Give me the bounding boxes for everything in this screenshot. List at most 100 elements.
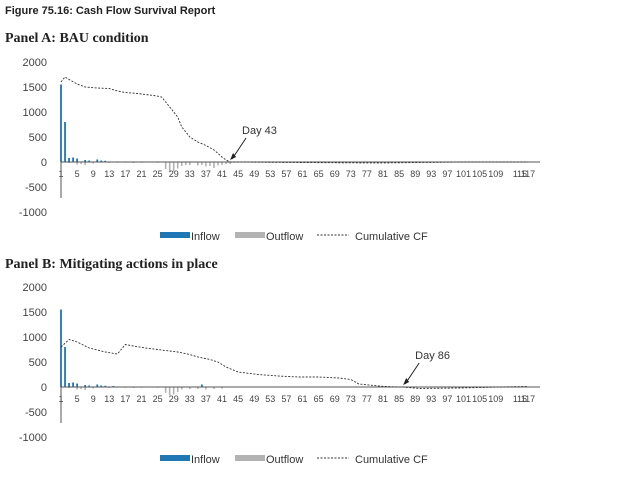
outflow-bar [76,387,78,390]
x-tick-label: 17 [120,169,130,179]
x-tick-label: 17 [120,394,130,404]
y-tick-label: -500 [25,182,47,194]
inflow-bar [64,122,66,162]
outflow-bar [84,387,86,390]
x-tick-label: 65 [314,394,324,404]
x-tick-label: 45 [233,394,243,404]
annotation-arrow-head [403,378,410,385]
x-tick-label: 13 [104,394,114,404]
x-tick-label: 89 [410,169,420,179]
x-tick-label: 25 [153,169,163,179]
panel-a-chart: 2000 1500 1000 500 0 -500 -1000 1 5 9 13 17 21 25 29 33… [19,57,540,219]
x-tick-label: 41 [217,169,227,179]
y-tick-label: 2000 [23,57,47,69]
x-tick-label: 101 [456,169,471,179]
legend-inflow-label: Inflow [191,231,220,243]
x-tick-label: 25 [153,394,163,404]
x-tick-label: 37 [201,169,211,179]
legend-outflow-swatch [235,232,265,238]
inflow-bar [68,158,70,162]
inflow-bar [200,384,203,387]
outflow-bar [221,162,223,165]
x-tick-label: 97 [442,169,452,179]
outflow-bar [225,162,227,164]
y-tick-label: 1000 [23,332,47,344]
outflow-bar [205,387,207,390]
y-tick-label: 500 [29,357,47,369]
legend-outflow-label: Outflow [266,231,303,243]
legend-inflow-swatch [160,232,190,238]
outflow-bar [180,387,183,390]
outflow-bar [164,162,167,169]
inflow-bar [96,159,99,162]
inflow-bar [100,160,103,162]
y-tick-label: 1500 [23,82,47,94]
legend-cumulative-label: Cumulative CF [355,454,428,466]
annotation-label: Day 86 [415,350,450,362]
x-tick-label: 61 [298,169,308,179]
x-tick-label: 115 [513,169,527,179]
outflow-bar [176,387,179,392]
outflow-bar [80,162,82,164]
inflow-bar [64,347,66,387]
x-tick-label: 1 [58,169,63,179]
x-tick-label: 57 [281,169,291,179]
y-tick-label: 2000 [23,282,47,294]
outflow-bar [197,162,199,166]
x-tick-label: 105 [472,169,487,179]
outflow-bar [189,162,191,165]
x-tick-label: 73 [346,169,356,179]
legend-inflow-swatch [160,455,190,461]
x-tick-label: 85 [394,169,404,179]
x-tick-label: 33 [185,394,195,404]
panel-b-legend: Inflow Outflow Cumulative CF [160,454,428,466]
x-tick-label: 53 [265,394,275,404]
outflow-bar [217,162,219,166]
x-tick-label: 109 [488,169,503,179]
inflow-bar [84,160,87,162]
panel-a-title: Panel A: BAU condition [5,31,149,46]
figure-title: Figure 75.16: Cash Flow Survival Report [5,5,216,17]
y-tick-label: -1000 [19,432,47,444]
x-tick-label: 37 [201,394,211,404]
x-tick-label: 73 [346,394,356,404]
y-tick-label: 500 [29,132,47,144]
x-tick-label: 77 [362,169,372,179]
x-tick-label: 97 [442,394,452,404]
x-tick-label: 85 [394,394,404,404]
inflow-bar [76,383,79,387]
annotation-arrow-head [230,153,237,160]
inflow-bar [88,160,91,162]
outflow-bar [92,387,95,389]
x-tick-label: 49 [249,169,259,179]
outflow-bar [164,387,167,393]
x-tick-label: 69 [330,394,340,404]
x-tick-label: 5 [75,169,80,179]
outflow-bar [176,162,179,169]
outflow-bar [76,162,78,165]
inflow-bar [96,384,99,387]
x-tick-label: 101 [456,394,471,404]
outflow-bar [189,387,191,389]
inflow-bar [68,383,70,387]
outflow-bar [201,162,203,165]
x-tick-label: 21 [136,394,146,404]
inflow-bar [88,385,91,387]
inflow-bar [100,385,103,387]
inflow-bar [72,382,74,387]
x-tick-label: 29 [169,394,179,404]
x-tick-label: 81 [378,394,388,404]
x-tick-label: 45 [233,169,243,179]
outflow-bar [168,387,171,396]
x-tick-label: 93 [426,169,436,179]
panel-a-legend: Inflow Outflow Cumulative CF [160,231,428,243]
inflow-bar [104,160,107,162]
x-tick-label: 21 [136,169,146,179]
outflow-bar [172,387,175,395]
inflow-bar [60,84,62,162]
x-tick-label: 81 [378,169,388,179]
outflow-bar [213,162,215,168]
x-tick-label: 109 [488,394,503,404]
x-tick-label: 117 [521,169,535,179]
x-tick-label: 89 [410,394,420,404]
